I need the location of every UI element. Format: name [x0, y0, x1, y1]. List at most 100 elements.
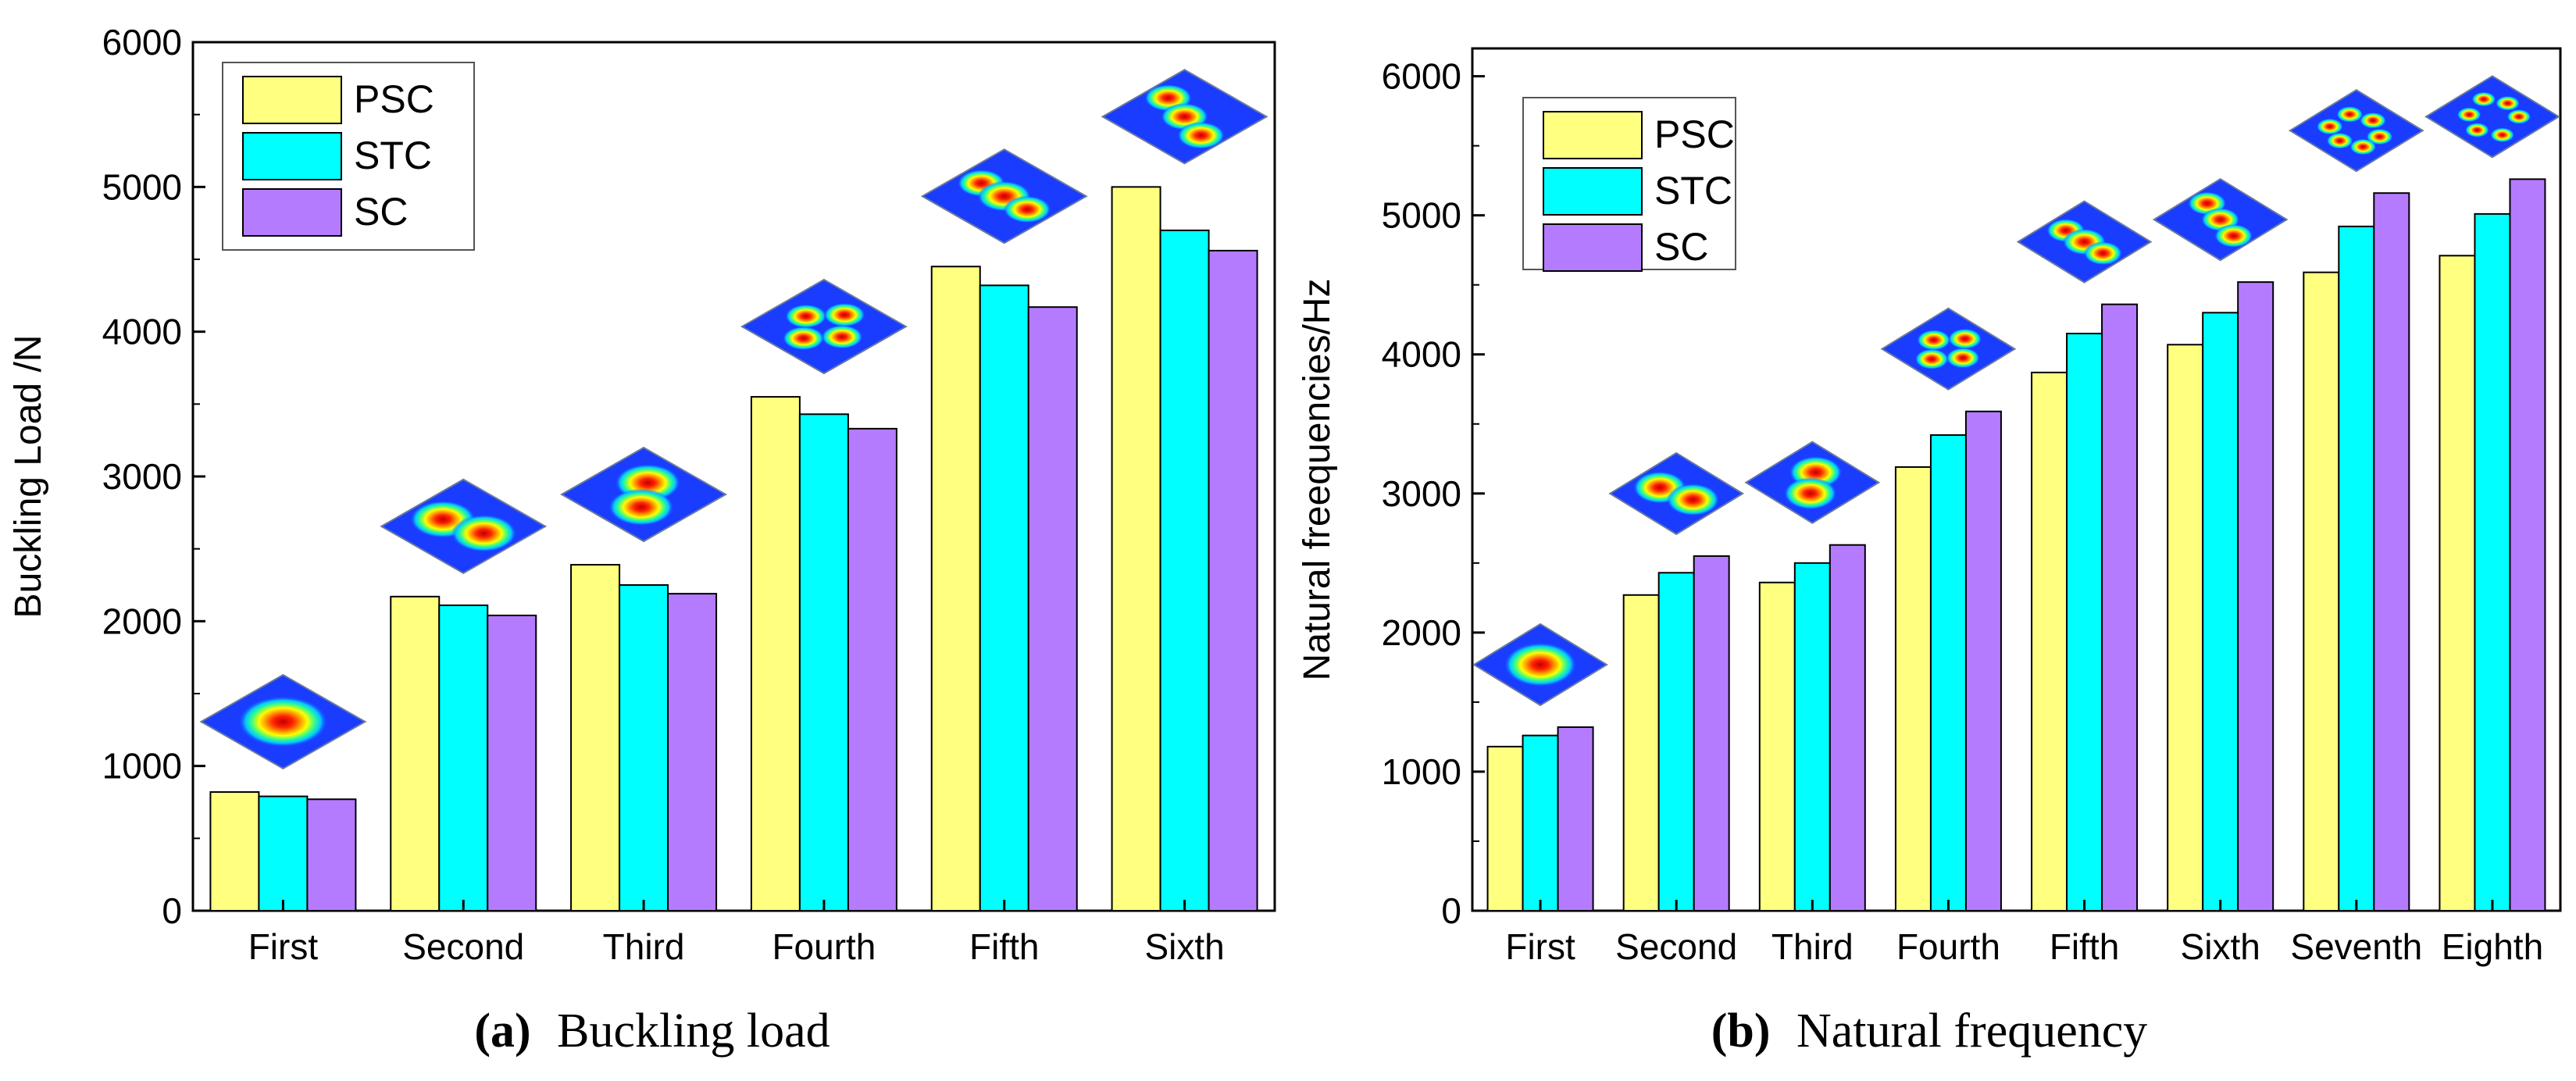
- y-axis-label: Buckling Load /N: [8, 335, 49, 619]
- mode-4-icon: [740, 278, 908, 375]
- x-tick-label: Fifth: [2050, 926, 2119, 967]
- y-tick-label: 4000: [1382, 334, 1461, 375]
- mode-2-icon: [1608, 451, 1745, 536]
- mode-1-icon: [199, 673, 367, 770]
- bar-sc-fourth: [847, 427, 897, 912]
- legend-swatch-stc: [242, 132, 342, 180]
- x-tick-label: Third: [1771, 926, 1854, 967]
- y-axis-label: Natural freequencies/Hz: [1297, 279, 1338, 681]
- bar-psc-fifth: [2031, 371, 2068, 912]
- mode-3-icon: [1744, 441, 1881, 524]
- legend-swatch-psc: [242, 76, 342, 124]
- mode-4-icon: [1880, 307, 2017, 391]
- legend-swatch-sc: [242, 188, 342, 237]
- bar-psc-first: [209, 791, 260, 912]
- caption-b: (b) Natural frequency: [1711, 1004, 2148, 1058]
- bar-psc-sixth: [2167, 344, 2204, 912]
- bar-stc-third: [1793, 562, 1831, 912]
- panel-b-natural-frequency: 0 1000 2000 3000 4000 5000 6000 Natural freeque…: [1297, 47, 2562, 967]
- panel-a-buckling-load: 0 1000 2000 3000 4000 5000 6000 Buckling Load /…: [8, 22, 1276, 967]
- legend-label-stc: STC: [1654, 169, 1732, 212]
- bar-stc-second: [1657, 572, 1695, 912]
- legend-swatch-stc: [1543, 167, 1643, 216]
- x-tick-label: Fourth: [772, 926, 876, 967]
- bar-stc-sixth: [1159, 229, 1210, 912]
- caption-a: (a) Buckling load: [474, 1004, 830, 1058]
- bar-stc-fifth: [979, 284, 1029, 912]
- bar-stc-fifth: [2066, 333, 2103, 912]
- bar-sc-fifth: [1027, 306, 1078, 912]
- bar-stc-fourth: [1929, 434, 1967, 912]
- x-tick-label: Eighth: [2442, 926, 2543, 967]
- legend-swatch-sc: [1543, 223, 1643, 272]
- x-tick-label: First: [248, 926, 319, 967]
- mode-8-icon: [2424, 75, 2560, 159]
- bar-psc-fourth: [1894, 466, 1932, 912]
- bar-psc-third: [570, 564, 621, 912]
- x-tick-label: Fifth: [969, 926, 1039, 967]
- caption-a-letter: (a): [474, 1004, 530, 1058]
- y-tick-label: 2000: [1382, 612, 1461, 653]
- mode-6-icon: [2152, 177, 2289, 262]
- bar-sc-seventh: [2373, 192, 2410, 912]
- bar-sc-eighth: [2509, 178, 2546, 912]
- bar-sc-second: [487, 614, 537, 912]
- mode-2-icon: [380, 478, 548, 574]
- bar-psc-eighth: [2439, 255, 2476, 912]
- y-tick-label: 1000: [1382, 751, 1461, 792]
- y-tick-label: 4000: [102, 312, 182, 352]
- bar-psc-first: [1486, 745, 1524, 912]
- y-tick-label: 5000: [102, 166, 182, 207]
- bar-psc-second: [390, 595, 441, 912]
- bar-sc-third: [667, 593, 718, 912]
- plot-frame: [1471, 47, 2562, 912]
- bar-stc-first: [258, 795, 309, 912]
- legend-label-stc: STC: [354, 134, 432, 177]
- mode-3-icon: [560, 446, 728, 543]
- bar-psc-fourth: [750, 396, 801, 912]
- x-tick-label: Fourth: [1896, 926, 2000, 967]
- y-tick-label: 3000: [1382, 473, 1461, 514]
- y-tick-label: 0: [1441, 890, 1461, 931]
- y-tick-label: 0: [162, 890, 182, 931]
- bar-psc-sixth: [1111, 186, 1161, 912]
- x-tick-label: Seventh: [2290, 926, 2422, 967]
- x-tick-label: Third: [603, 926, 685, 967]
- mode-1-icon: [1472, 623, 1608, 707]
- x-tick-label: Second: [402, 926, 524, 967]
- y-tick-label: 6000: [102, 22, 182, 62]
- x-tick-label: First: [1505, 926, 1575, 967]
- y-tick-label: 6000: [1382, 56, 1461, 97]
- bar-sc-first: [1557, 726, 1594, 912]
- y-tick-label: 2000: [102, 601, 182, 641]
- bar-stc-seventh: [2338, 225, 2375, 912]
- legend-label-psc: PSC: [354, 77, 434, 121]
- legend-swatch-psc: [1543, 111, 1643, 159]
- bar-sc-first: [306, 798, 357, 912]
- y-tick-label: 1000: [102, 746, 182, 787]
- legend: PSC STC SC: [222, 62, 475, 251]
- caption-b-letter: (b): [1711, 1004, 1771, 1058]
- bar-sc-sixth: [1208, 249, 1258, 912]
- legend-label-psc: PSC: [1654, 112, 1735, 156]
- bar-psc-third: [1758, 581, 1796, 912]
- mode-6-icon: [1101, 69, 1268, 165]
- caption-a-text: Buckling load: [557, 1004, 830, 1058]
- caption-b-text: Natural frequency: [1796, 1004, 2147, 1058]
- x-tick-label: Sixth: [1144, 926, 1224, 967]
- y-tick-label: 5000: [1382, 195, 1461, 236]
- bar-sc-fifth: [2101, 303, 2139, 912]
- legend-label-sc: SC: [1654, 225, 1708, 269]
- x-tick-label: Second: [1615, 926, 1737, 967]
- bar-stc-sixth: [2202, 312, 2239, 912]
- bar-stc-eighth: [2474, 212, 2511, 912]
- bar-psc-fifth: [930, 266, 981, 912]
- bar-stc-first: [1522, 734, 1559, 912]
- y-tick-label: 3000: [102, 456, 182, 497]
- legend: PSC STC SC: [1522, 97, 1736, 272]
- bar-sc-second: [1693, 555, 1730, 912]
- bar-sc-fourth: [1964, 410, 2002, 912]
- bar-sc-third: [1829, 544, 1866, 912]
- x-tick-label: Sixth: [2181, 926, 2260, 967]
